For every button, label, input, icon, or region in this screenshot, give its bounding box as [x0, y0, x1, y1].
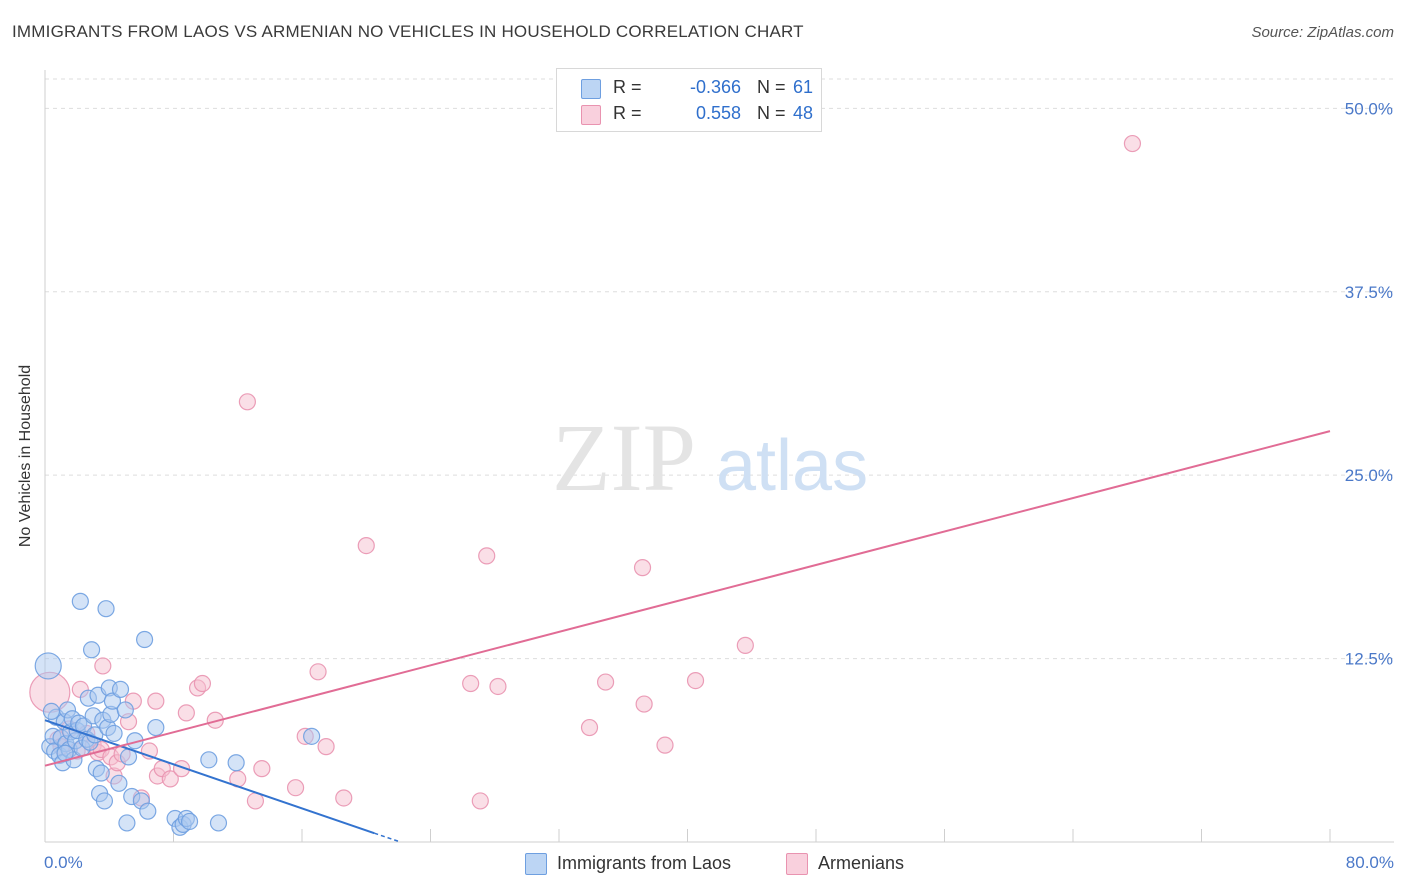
data-point	[238, 393, 256, 411]
legend-label: Immigrants from Laos	[557, 853, 732, 873]
trend-lines	[44, 430, 1331, 842]
y-axis-label: No Vehicles in Household	[17, 364, 34, 548]
data-point	[317, 738, 335, 756]
data-point	[227, 754, 245, 772]
laos-swatch	[525, 853, 547, 875]
data-point	[42, 702, 61, 721]
data-point	[596, 673, 615, 691]
series-legend: Immigrants from Laos Armenians	[0, 852, 1406, 878]
data-point	[635, 695, 653, 713]
data-point	[478, 547, 496, 565]
y-tick-label: 12.5%	[1345, 650, 1393, 669]
data-point	[103, 692, 122, 710]
data-point	[116, 701, 134, 719]
y-tick-label: 50.0%	[1345, 99, 1393, 118]
data-point	[357, 537, 375, 555]
gridlines	[45, 78, 1394, 660]
data-point	[97, 600, 115, 618]
data-point	[110, 774, 128, 792]
data-point	[200, 751, 218, 769]
y-tick-label: 25.0%	[1345, 466, 1393, 485]
y-tick-labels: 12.5% 25.0% 37.5% 50.0%	[1345, 99, 1393, 668]
data-point	[161, 770, 179, 788]
r-value: -0.366	[689, 77, 741, 97]
data-point	[309, 663, 327, 681]
data-point	[147, 718, 165, 737]
correlation-legend: R = -0.366 N = 61 R = 0.558 N = 48	[556, 68, 822, 132]
data-point	[193, 674, 212, 693]
x-min-label: 0.0%	[44, 853, 83, 872]
y-tick-label: 37.5%	[1345, 283, 1393, 302]
x-max-label: 80.0%	[1345, 853, 1394, 872]
laos-points	[34, 592, 321, 836]
n-value: 48	[793, 103, 814, 123]
armenians-trend-line	[44, 430, 1331, 767]
data-point	[462, 674, 480, 693]
data-point	[736, 636, 754, 654]
data-point	[180, 812, 199, 831]
legend-label: Armenians	[818, 853, 905, 873]
r-label: R =	[613, 77, 642, 97]
data-point	[253, 760, 271, 778]
data-point	[82, 641, 101, 659]
x-axis-ticks	[173, 829, 1331, 842]
data-point	[1123, 134, 1142, 153]
data-point	[71, 592, 89, 610]
laos-trend-line	[44, 719, 375, 835]
laos-trend-extension	[374, 832, 399, 842]
data-point	[209, 814, 228, 832]
data-point	[118, 814, 136, 832]
data-point	[286, 779, 305, 797]
data-point	[489, 677, 507, 696]
data-point	[656, 736, 674, 754]
watermark-zip: ZIP	[552, 404, 696, 511]
data-point	[92, 764, 110, 782]
data-point	[471, 792, 489, 810]
r-value: 0.558	[695, 103, 741, 123]
data-point	[105, 724, 123, 743]
n-label: N =	[757, 103, 786, 123]
data-point	[111, 680, 130, 699]
watermark-atlas: atlas	[716, 426, 868, 506]
data-point	[135, 630, 154, 649]
armenians-swatch	[581, 105, 601, 125]
data-point	[147, 692, 165, 710]
source-label: Source: ZipAtlas.com	[1251, 24, 1394, 41]
data-point	[303, 727, 321, 745]
armenians-swatch	[786, 853, 808, 875]
data-point	[633, 559, 652, 577]
data-point	[94, 657, 112, 675]
laos-swatch	[581, 79, 601, 99]
n-value: 61	[793, 77, 814, 97]
data-point	[580, 718, 599, 737]
data-point	[139, 802, 157, 820]
data-point	[686, 671, 705, 690]
watermark: ZIP atlas	[552, 404, 868, 511]
r-label: R =	[613, 103, 642, 123]
chart-title: IMMIGRANTS FROM LAOS VS ARMENIAN NO VEHI…	[12, 22, 804, 41]
data-point	[335, 789, 353, 807]
data-point	[177, 704, 195, 722]
n-label: N =	[757, 77, 786, 97]
data-point	[34, 652, 62, 680]
data-point	[95, 792, 114, 810]
